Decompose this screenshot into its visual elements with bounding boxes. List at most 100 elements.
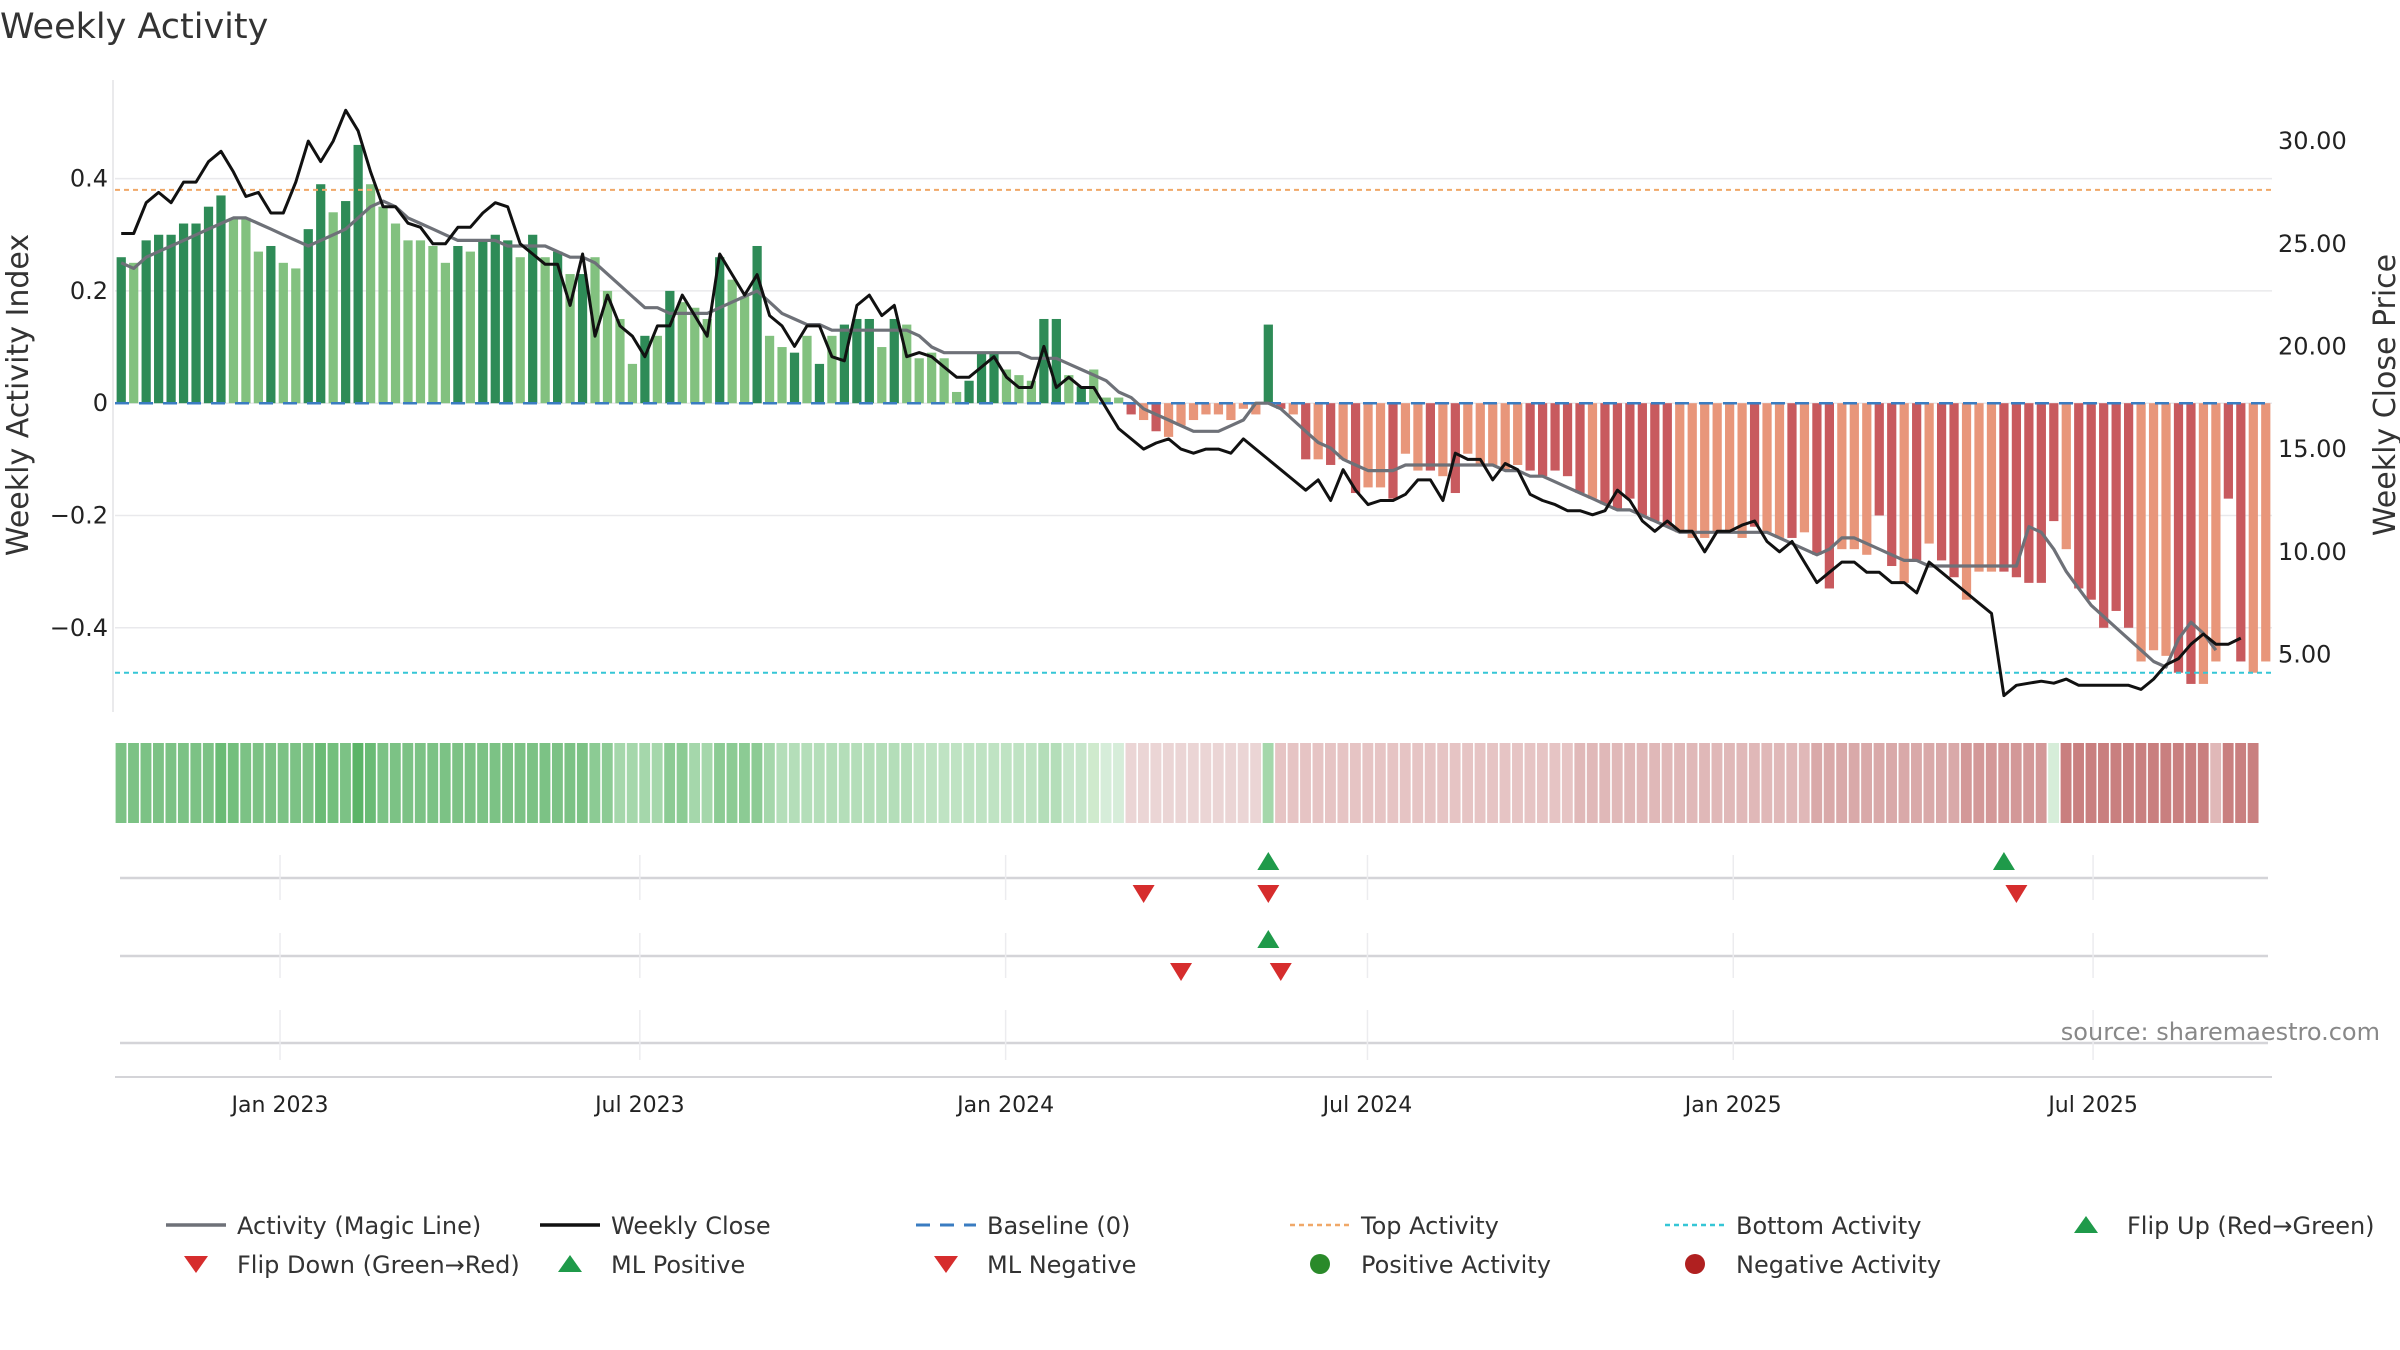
activity-bar [1438,403,1448,477]
activity-bar [2061,403,2071,550]
activity-bar [154,234,164,404]
strip-cell [1861,743,1873,823]
activity-bar [752,245,762,404]
activity-bar [627,363,638,404]
activity-bar [2261,403,2271,662]
strip-cell [863,743,875,823]
strip-cell [975,743,987,823]
strip-cell [1886,743,1897,823]
strip-cell [1898,743,1910,823]
activity-bar [2124,403,2134,628]
legend: Activity (Magic Line) Weekly Close Baselin… [166,1212,2375,1279]
strip-cell [576,743,588,823]
strip-cell [1736,743,1748,823]
activity-bar [1525,403,1535,471]
strip-cell [1013,743,1025,823]
activity-bar [1251,403,1261,415]
source-note: source: sharemaestro.com [2061,1018,2380,1046]
activity-bar [2074,403,2084,589]
activity-bar [1139,403,1149,421]
strip-cell [277,743,289,823]
activity-bar [1662,403,1672,527]
activity-bar [1650,403,1660,522]
activity-bar [1837,403,1847,550]
activity-bar [390,223,401,404]
activity-bar [1712,403,1722,533]
legend-swatch-triangle-up [2074,1216,2098,1233]
activity-bar [1363,403,1373,488]
activity-bar [1463,403,1473,454]
activity-bar [515,257,525,404]
strip-cell [452,743,464,823]
strip-cell [2135,743,2147,823]
x-tick-label: Jan 2023 [230,1093,329,1118]
activity-bar [191,223,201,404]
activity-bar [2186,403,2196,684]
strip-cell [689,743,701,823]
strip-cell [2185,743,2197,823]
strip-cell [676,743,688,823]
activity-bar [1238,403,1248,409]
activity-bar [540,257,550,404]
activity-bar [2248,403,2258,673]
y2-axis-ticks: 30.00 25.00 20.00 15.00 10.00 5.00 [2278,127,2347,668]
activity-bar [1874,403,1884,516]
strip-cell [2098,743,2109,823]
activity-bar [2173,403,2184,673]
activity-bar [1126,403,1136,415]
activity-bar [1450,403,1460,494]
strip-cell [464,743,476,823]
strip-cell [938,743,950,823]
strip-cell [1325,743,1336,823]
activity-bar [428,245,438,404]
x-axis-ticks: Jan 2023 Jul 2023 Jan 2024 Jul 2024 Jan 2025… [230,1093,2138,1118]
activity-bar [253,251,263,404]
x-tick-label: Jul 2025 [2046,1093,2138,1118]
strip-cell [988,743,1000,823]
legend-label: Activity (Magic Line) [237,1212,481,1240]
strip-cell [2247,743,2259,823]
activity-bar [1076,386,1086,404]
strip-cell [2222,743,2234,823]
activity-bar [291,268,301,404]
strip-cell [240,743,252,823]
strip-cell [128,743,139,823]
strip-cell [1798,743,1810,823]
activity-bar [1064,375,1074,404]
activity-bar [1974,403,1984,572]
legend-label: ML Positive [611,1251,745,1279]
activity-bar [1612,403,1623,510]
strip-cell [1911,743,1922,823]
strip-cell [1387,743,1399,823]
strip-cell [1000,743,1012,823]
activity-bar [1625,403,1635,499]
activity-bar [1575,403,1585,494]
chart-title: Weekly Activity [0,7,268,47]
strip-cell [1050,743,1062,823]
strip-cell [439,743,451,823]
strip-cell [1237,743,1249,823]
activity-bar [852,318,862,404]
activity-bar [1350,403,1361,494]
legend-item: Baseline (0) [916,1212,1130,1240]
activity-bar [403,240,413,404]
strip-cell [1225,743,1237,823]
activity-bar [2024,403,2034,583]
x-tick-label: Jan 2024 [955,1093,1054,1118]
strip-cell [1512,743,1523,823]
legend-swatch-triangle-down [934,1256,958,1273]
strip-cell [427,743,439,823]
activity-bar [365,184,376,404]
activity-bar [976,352,987,404]
strip-cell [2210,743,2222,823]
activity-bar [690,307,700,404]
activity-bar [2011,403,2022,578]
activity-bar [1338,403,1348,460]
activity-bar [1500,403,1510,471]
activity-bar [341,201,351,404]
activity-bar [1425,403,1436,471]
flip-down-marker [2005,885,2028,903]
strip-cell [389,743,401,823]
activity-bar [1400,403,1411,454]
strip-cell [551,743,563,823]
